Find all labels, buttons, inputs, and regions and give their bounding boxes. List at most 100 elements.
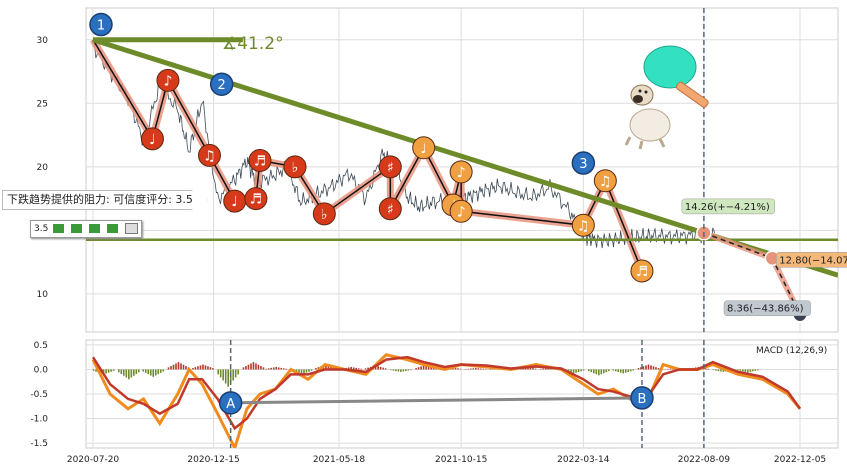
note-marker: [449, 160, 473, 184]
macd-histogram-bar: [407, 369, 410, 371]
note-marker: [412, 136, 436, 160]
macd-histogram-bar: [300, 369, 303, 375]
macd-histogram-bar: [532, 368, 534, 370]
macd-histogram-bar: [652, 366, 655, 370]
macd-histogram-bar: [627, 369, 630, 372]
macd-histogram-bar: [427, 365, 430, 370]
macd-histogram-bar: [624, 369, 627, 373]
macd-histogram-bar: [199, 365, 202, 370]
macd-histogram-bar: [402, 369, 405, 372]
macd-histogram-bar: [645, 365, 647, 370]
macd-histogram-bar: [237, 369, 239, 375]
macd-histogram-bar: [305, 369, 308, 373]
angle-label: ∡41.2°: [222, 34, 284, 54]
macd-histogram-bar: [138, 369, 140, 373]
macd-histogram-bar: [707, 368, 709, 370]
note-marker: [248, 148, 272, 172]
macd-histogram-bar: [457, 368, 459, 370]
macd-histogram-bar: [285, 368, 288, 370]
macd-histogram-bar: [392, 369, 395, 371]
macd-histogram-bar: [420, 366, 422, 370]
macd-histogram-bar: [539, 368, 542, 370]
macd-histogram-bar: [715, 369, 717, 371]
note-marker: [312, 202, 336, 226]
macd-histogram-bar: [149, 369, 152, 376]
macd-histogram-bar: [167, 367, 170, 370]
note-marker-glyph: ♪: [457, 165, 466, 181]
note-marker: [156, 68, 180, 92]
macd-histogram-bar: [475, 367, 477, 370]
note-marker: [449, 199, 473, 223]
forecast-label-box: [681, 198, 775, 215]
resistance-text: 下跌趋势提供的阻力: 可信度评分: 3.5: [7, 193, 193, 206]
rating-icon-4: [106, 224, 118, 233]
macd-histogram-bar: [92, 369, 95, 371]
macd-histogram-bar: [152, 369, 155, 377]
macd-histogram-bar: [722, 369, 725, 372]
macd-histogram-bar: [209, 367, 212, 370]
macd-histogram-bar: [754, 369, 757, 371]
note-marker: [571, 213, 595, 237]
macd-histogram-bar: [175, 363, 177, 370]
macd-histogram-bar: [467, 368, 470, 370]
wave-marker: [89, 12, 113, 37]
forecast-label: 8.36(−43.86%): [727, 304, 804, 315]
macd-histogram-bar: [277, 367, 280, 370]
note-marker-glyph: ♩: [420, 141, 427, 157]
macd-histogram-bar: [194, 367, 197, 370]
note-marker-glyph: ♬: [636, 264, 649, 280]
divergence-marker-label: B: [638, 392, 647, 407]
macd-histogram-bar: [159, 369, 162, 373]
macd-histogram-bar: [355, 367, 357, 370]
note-marker-glyph: ♪: [457, 204, 466, 220]
macd-histogram-bar: [640, 367, 642, 370]
macd-histogram-bar: [204, 365, 207, 370]
macd-histogram-bar: [614, 369, 617, 372]
forecast-label-box: [723, 300, 811, 316]
macd-legend: MACD (12,26,9): [756, 346, 827, 356]
macd-histogram-bar: [212, 368, 214, 370]
forecast-label: 14.26(+−4.21%): [685, 202, 770, 213]
macd-histogram-bar: [280, 367, 283, 370]
macd-histogram-bar: [454, 367, 457, 370]
macd-histogram-bar: [598, 369, 600, 376]
y-tick-label: 25: [37, 99, 48, 109]
macd-histogram-bar: [629, 369, 632, 372]
macd-histogram-bar: [425, 364, 427, 370]
macd-histogram-bar: [182, 364, 185, 370]
macd-histogram-bar: [669, 368, 672, 370]
macd-histogram-bar: [619, 369, 622, 373]
macd-histogram-bar: [123, 369, 125, 376]
rating-icon-2: [71, 224, 83, 233]
macd-histogram-bar: [257, 364, 260, 370]
note-marker: [378, 155, 402, 179]
macd-histogram-bar: [267, 368, 270, 370]
macd-histogram-bar: [482, 368, 485, 370]
note-marker-glyph: ♯: [387, 202, 394, 218]
macd-histogram-bar: [327, 365, 330, 370]
macd-histogram-bar: [298, 369, 300, 374]
note-marker-glyph: ♪: [163, 73, 172, 89]
x-tick-label: 2021-10-15: [435, 455, 487, 465]
macd-histogram-bar: [657, 368, 660, 370]
y-tick-label: 20: [37, 163, 49, 173]
macd-histogram-bar: [470, 368, 472, 370]
macd-y-tick-label: -0.5: [30, 390, 48, 400]
macd-histogram-bar: [234, 369, 237, 378]
note-marker-glyph: ♭: [321, 207, 328, 223]
x-tick-label: 2022-12-05: [774, 455, 826, 465]
macd-histogram-bar: [374, 365, 377, 370]
macd-histogram-bar: [172, 364, 175, 370]
macd-histogram-bar: [542, 368, 545, 370]
macd-histogram-bar: [197, 366, 199, 370]
macd-histogram-bar: [655, 367, 657, 370]
wave-marker-label: 2: [218, 78, 226, 93]
note-marker-glyph: ♬: [250, 192, 263, 208]
rating-badge: 3.5: [30, 220, 142, 238]
note-marker-glyph: ♬: [254, 153, 267, 169]
macd-histogram-bar: [180, 363, 182, 370]
macd-histogram-bar: [472, 368, 475, 370]
y-tick-label: 30: [37, 36, 49, 46]
macd-histogram-bar: [270, 367, 273, 370]
note-marker-glyph: ♫: [577, 218, 590, 234]
